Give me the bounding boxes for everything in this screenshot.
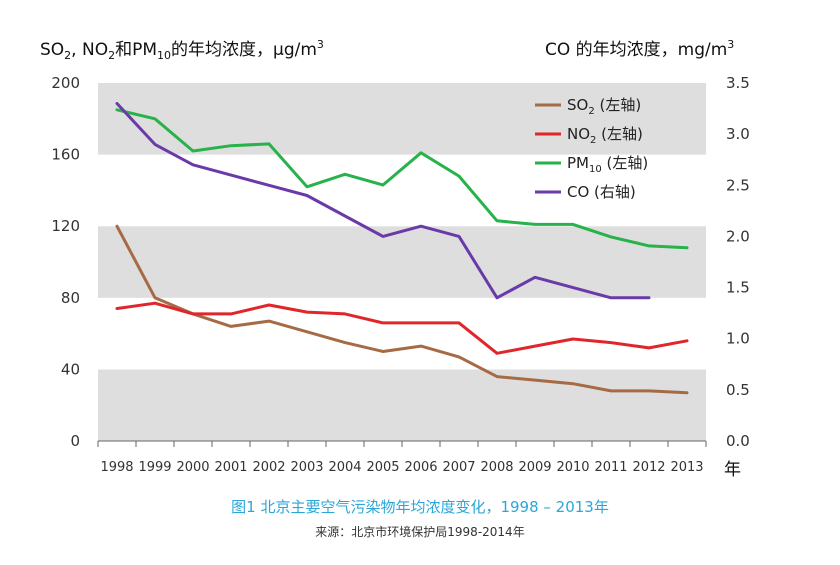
- y-left-tick-label: 40: [61, 360, 80, 378]
- band-0: [98, 369, 706, 441]
- band-2: [98, 226, 706, 298]
- series-line-pm10: [115, 108, 689, 250]
- x-tick-label: 1998: [100, 460, 133, 475]
- y-right-tick-label: 0.5: [726, 381, 750, 399]
- y-right-tick-label: 1.5: [726, 279, 750, 297]
- chart-source: 来源：北京市环境保护局1998-2014年: [315, 524, 524, 539]
- x-tick-label: 2010: [556, 460, 589, 475]
- band-4: [98, 83, 706, 155]
- y-right-tick-label: 0.0: [726, 432, 750, 450]
- x-tick-label: 2009: [518, 460, 551, 475]
- y-right-tick-label: 2.0: [726, 227, 750, 245]
- chart-caption: 图1 北京主要空气污染物年均浓度变化，1998 – 2013年: [231, 498, 609, 516]
- x-tick-label: 2008: [480, 460, 513, 475]
- x-tick-label: 1999: [138, 460, 171, 475]
- x-tick-label: 2002: [252, 460, 285, 475]
- y-left-tick-label: 120: [51, 217, 80, 235]
- legend: SO2 (左轴) NO2 (左轴) PM10 (左轴) CO (右轴): [535, 96, 648, 201]
- x-tick-label: 2013: [670, 460, 703, 475]
- band-1: [98, 297, 706, 370]
- left-axis-title: SO2, NO2和PM10的年均浓度，μg/m3: [40, 38, 324, 62]
- y-right-tick-label: 3.5: [726, 74, 750, 92]
- legend-label-co: CO (右轴): [567, 183, 636, 201]
- y-left-tick-label: 0: [70, 432, 80, 450]
- x-unit-label: 年: [724, 460, 741, 480]
- x-tick-label: 2000: [176, 460, 209, 475]
- y-right-tick-label: 3.0: [726, 125, 750, 143]
- x-tick-label: 2001: [214, 460, 247, 475]
- legend-label-pm10: PM10 (左轴): [567, 154, 648, 175]
- series-layer: [115, 102, 689, 395]
- y-left-tick-label: 200: [51, 74, 80, 92]
- axes: 0 40 80 120 160 200 0.0 0.5 1.0 1.5 2.0 2.5 3.0 3.5 19…: [51, 74, 750, 475]
- y-left-tick-label: 160: [51, 146, 80, 164]
- legend-label-no2: NO2 (左轴): [567, 125, 643, 146]
- x-tick-label: 2003: [290, 460, 323, 475]
- x-tick-label: 2012: [632, 460, 665, 475]
- x-tick-label: 2006: [404, 460, 437, 475]
- y-right-tick-label: 2.5: [726, 176, 750, 194]
- y-right-tick-label: 1.0: [726, 330, 750, 348]
- y-left-tick-label: 80: [61, 289, 80, 307]
- series-line-no2: [115, 301, 689, 355]
- x-tick-label: 2011: [594, 460, 627, 475]
- right-axis-title: CO 的年均浓度，mg/m3: [545, 38, 734, 60]
- x-tick-label: 2004: [328, 460, 361, 475]
- series-line-co: [115, 102, 651, 300]
- background-bands: [98, 83, 706, 441]
- legend-label-so2: SO2 (左轴): [567, 96, 641, 117]
- series-line-so2: [115, 224, 689, 395]
- x-tick-label: 2007: [442, 460, 475, 475]
- x-tick-label: 2005: [366, 460, 399, 475]
